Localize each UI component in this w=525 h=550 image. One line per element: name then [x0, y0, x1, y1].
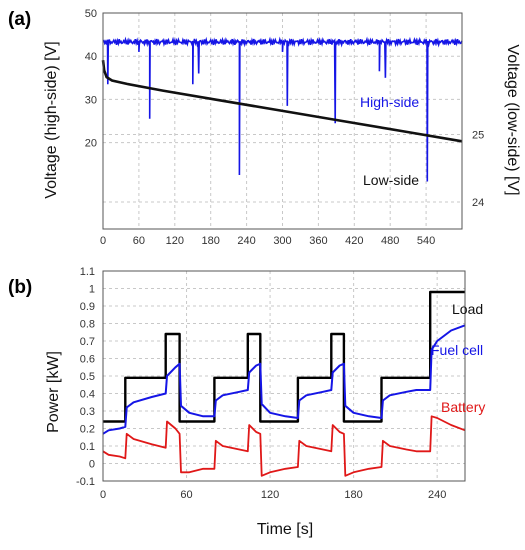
y-tick-label: 0.1	[80, 441, 95, 453]
plot-frame	[102, 270, 466, 482]
x-tick-label: 60	[180, 489, 192, 501]
voltage-chart: 20 30 40 50 24 25 0 60 120 180 240 300 360 420 480 540 H…	[85, 8, 485, 247]
y-tick-label: 0.9	[80, 301, 95, 313]
high-side-label: High-side	[360, 94, 419, 110]
y-tick-label: 0.2	[80, 424, 95, 436]
low-side-label: Low-side	[363, 172, 419, 188]
y-tick-label: 0.5	[80, 371, 95, 383]
x-tick-label: 240	[237, 235, 255, 247]
battery-label: Battery	[441, 399, 485, 415]
x-tick-label: 480	[381, 235, 399, 247]
time-axis-title: Time [s]	[257, 521, 313, 538]
plot-frame	[102, 12, 463, 230]
load-power-line	[103, 290, 465, 423]
x-tick-label: 360	[309, 235, 327, 247]
y-tick-label: 0.6	[80, 354, 95, 366]
x-tick-label: 240	[428, 489, 446, 501]
y-tick-label: 0.3	[80, 406, 95, 418]
fuel-cell-power-line	[102, 324, 466, 435]
y-tick-label: 0	[89, 459, 95, 471]
x-tick-label: 420	[345, 235, 363, 247]
panel-a-label: (a)	[8, 9, 31, 30]
x-tick-label: 0	[100, 489, 106, 501]
x-tick-label: 120	[166, 235, 184, 247]
low-side-voltage-line	[101, 60, 463, 143]
y-tick-label: 0.8	[80, 319, 95, 331]
x-tick-label: 0	[100, 235, 106, 247]
y-left-tick-label: 30	[85, 94, 97, 106]
y-right-tick-label: 25	[472, 130, 484, 142]
y-tick-label: 1	[89, 284, 95, 296]
y-right-tick-label: 24	[472, 197, 484, 209]
y-left-tick-label: 40	[85, 51, 97, 63]
panel-b-label: (b)	[8, 277, 32, 298]
voltage-high-side-axis-title: Voltage (high-side) [V]	[43, 41, 60, 198]
fuel-cell-label: Fuel cell	[431, 342, 483, 358]
x-tick-label: 120	[261, 489, 279, 501]
load-label: Load	[452, 301, 483, 317]
battery-power-line	[102, 415, 466, 477]
power-axis-title: Power [kW]	[45, 351, 62, 433]
high-side-voltage-line	[102, 36, 463, 182]
x-tick-label: 60	[133, 235, 145, 247]
power-chart: -0.1 0 0.1 0.2 0.3 0.4 0.5 0.6 0.7 0.8 0.9 1 1.1 0 60 1…	[76, 266, 485, 501]
x-tick-label: 540	[417, 235, 435, 247]
y-tick-label: 0.4	[80, 389, 95, 401]
y-left-tick-label: 50	[85, 8, 97, 20]
x-tick-label: 180	[202, 235, 220, 247]
y-tick-label: 0.7	[80, 336, 95, 348]
y-tick-label: 1.1	[80, 266, 95, 278]
y-tick-label: -0.1	[76, 476, 95, 488]
x-tick-label: 300	[273, 235, 291, 247]
voltage-low-side-axis-title: Voltage (low-side) [V]	[504, 44, 521, 195]
y-left-tick-label: 20	[85, 138, 97, 150]
x-tick-label: 180	[344, 489, 362, 501]
